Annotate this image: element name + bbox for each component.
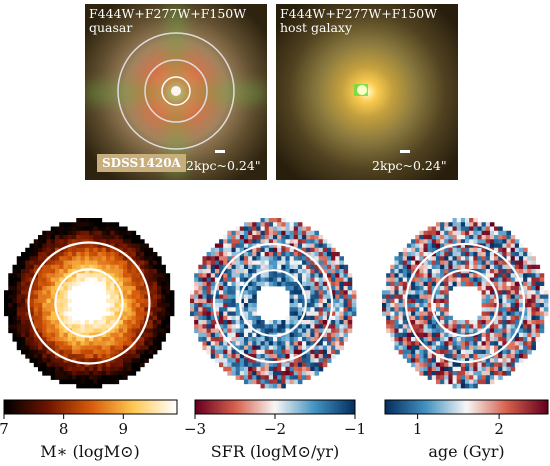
aperture-ring-inner: [431, 269, 499, 337]
quasar-scale-label: 2kpc~0.24": [186, 158, 261, 173]
host-filter-label: F444W+F277W+F150W: [280, 6, 438, 21]
host-type-label: host galaxy: [280, 20, 353, 35]
tick-label: 1: [412, 420, 423, 438]
quasar-filter-label: F444W+F277W+F150W: [89, 6, 247, 21]
stellar-mass-map: [4, 218, 175, 389]
age-colorbar-label: age (Gyr): [428, 442, 505, 461]
quasar-type-label: quasar: [89, 20, 133, 35]
host-scale-label: 2kpc~0.24": [372, 158, 447, 173]
aperture-ring-inner: [54, 268, 124, 338]
map-pixels: [382, 218, 549, 389]
quasar-aperture-rings: [117, 32, 235, 150]
aperture-ring-outer: [212, 242, 334, 364]
stellar-mass-colorbar: [3, 399, 178, 419]
map-pixels: [190, 218, 357, 389]
aperture-ring-outer: [404, 242, 526, 364]
aperture-ring-inner: [239, 269, 307, 337]
quasar-scale-bar: [215, 150, 225, 153]
tick-label: −2: [263, 420, 287, 438]
tick-label: 8: [58, 420, 69, 438]
sfr-colorbar-label: SFR (logM⊙/yr): [210, 442, 340, 461]
tick-label: −3: [183, 420, 207, 438]
host-core: [354, 84, 368, 96]
quasar-rgb-image: F444W+F277W+F150W quasar 2kpc~0.24": [85, 4, 267, 180]
map-pixels: [4, 218, 175, 389]
aperture-ring-outer: [27, 241, 151, 365]
host-scale-bar: [400, 150, 410, 153]
sfr-map: [190, 218, 357, 389]
host-galaxy-rgb-image: F444W+F277W+F150W host galaxy 2kpc~0.24": [276, 4, 458, 180]
tick-label: 2: [494, 420, 504, 438]
stellar-mass-colorbar-label: M∗ (logM⊙): [40, 442, 140, 461]
age-colorbar: [384, 399, 549, 419]
tick-label: 9: [118, 420, 129, 438]
object-name-badge: SDSS1420A: [97, 154, 186, 172]
sfr-colorbar: [194, 399, 356, 419]
tick-label: −1: [343, 420, 367, 438]
age-map: [382, 218, 549, 389]
tick-label: 7: [0, 420, 9, 438]
